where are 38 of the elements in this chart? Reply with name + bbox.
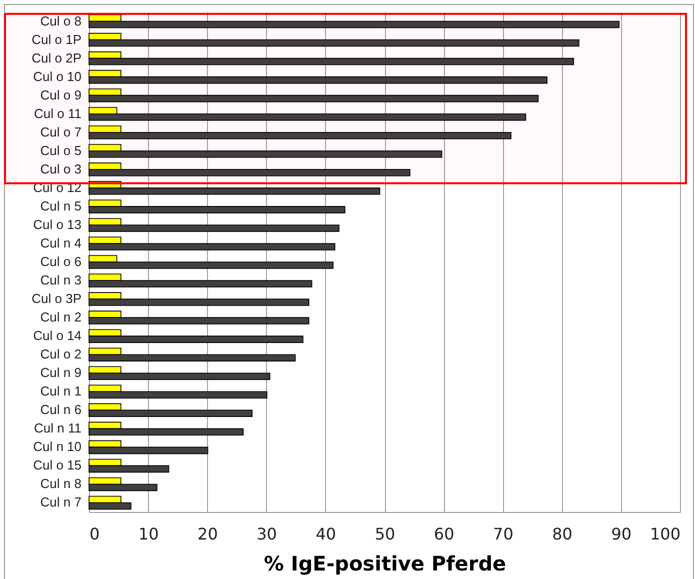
y-tick-label: Cul o 5 xyxy=(40,142,82,158)
y-tick-label: Cul o 1P xyxy=(32,32,82,47)
y-tick-label: Cul o 2 xyxy=(40,346,82,362)
y-tick-label: Cul o 13 xyxy=(33,216,82,232)
y-tick-label: Cul n 10 xyxy=(33,439,82,454)
y-tick-label: Cul n 1 xyxy=(40,384,82,399)
y-tick-label: Cul o 2P xyxy=(32,50,82,66)
x-tick-label: 80 xyxy=(552,524,572,544)
y-tick-label: Cul n 7 xyxy=(40,494,82,510)
y-tick-label: Cul o 3P xyxy=(32,291,82,306)
x-tick-label: 30 xyxy=(256,524,277,544)
y-tick-label: Cul o 9 xyxy=(40,87,82,102)
y-tick-label: Cul o 6 xyxy=(40,254,82,269)
y-tick-label: Cul n 2 xyxy=(40,310,82,325)
y-tick-label: Cul n 4 xyxy=(40,235,82,250)
x-tick-label: 10 xyxy=(138,524,159,544)
x-axis-title: % IgE-positive Pferde xyxy=(264,552,506,576)
y-tick-label: Cul n 5 xyxy=(40,198,82,214)
y-tick-label: Cul n 8 xyxy=(40,476,82,492)
x-tick-label: 50 xyxy=(374,524,396,544)
y-tick-label: Cul n 6 xyxy=(40,402,82,418)
x-tick-label: 20 xyxy=(198,524,218,544)
y-tick-label: Cul n 9 xyxy=(40,365,82,380)
x-tick-label: 70 xyxy=(493,524,514,544)
y-tick-label: Cul o 8 xyxy=(40,13,82,28)
x-tick-label: 40 xyxy=(316,524,336,544)
y-tick-label: Cul o 11 xyxy=(34,106,82,121)
y-tick-label: Cul n 11 xyxy=(34,420,82,436)
x-tick-label: 0 xyxy=(90,524,100,544)
y-tick-label: Cul o 14 xyxy=(33,328,82,344)
y-tick-label: Cul n 3 xyxy=(40,272,82,288)
x-tick-label: 100 xyxy=(650,524,680,544)
x-tick-label: 90 xyxy=(611,524,632,544)
y-tick-label: Cul o 7 xyxy=(40,124,82,140)
y-tick-label: Cul o 15 xyxy=(33,458,82,473)
y-tick-label: Cul o 3 xyxy=(40,161,82,176)
y-tick-label: Cul o 10 xyxy=(33,68,82,84)
x-tick-label: 60 xyxy=(434,524,454,544)
